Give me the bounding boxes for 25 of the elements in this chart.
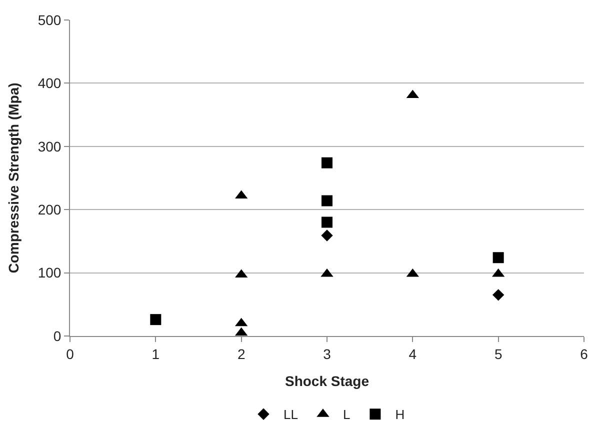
x-tick-label: 2	[237, 346, 246, 362]
x-tick-label: 0	[66, 346, 74, 362]
y-axis-title: Compressive Strength (Mpa)	[5, 82, 22, 274]
y-tick-label: 100	[38, 264, 62, 281]
y-tick-label: 500	[38, 12, 62, 28]
point	[322, 157, 332, 168]
x-axis-title: Shock Stage	[284, 373, 370, 390]
point	[492, 252, 504, 264]
x-tick-label: 4	[408, 346, 417, 362]
legend-label: H	[395, 407, 405, 422]
y-tick-label: 400	[38, 75, 62, 92]
point	[322, 216, 332, 228]
legend-label: L	[342, 407, 350, 422]
point	[150, 314, 162, 326]
y-tick-label: 0	[53, 328, 62, 344]
x-tick-label: 5	[494, 346, 502, 362]
legend-label: LL	[284, 407, 298, 422]
x-tick-label: 3	[323, 346, 332, 362]
y-tick-label: 200	[38, 202, 62, 218]
x-tick-label: 1	[152, 346, 160, 362]
y-tick-label: 300	[38, 138, 62, 154]
point	[322, 195, 332, 206]
x-tick-label: 6	[580, 346, 588, 362]
point	[321, 230, 333, 242]
point	[492, 289, 504, 301]
